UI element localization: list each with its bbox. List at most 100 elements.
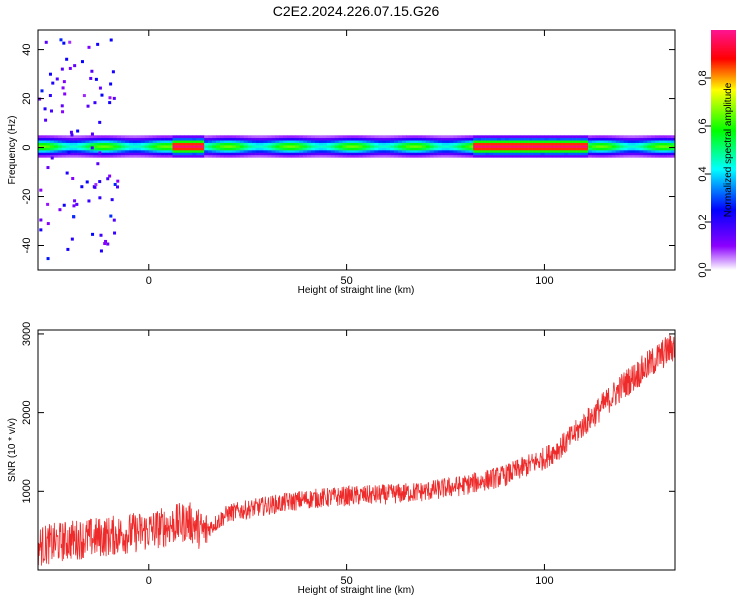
heatmap-cell	[60, 67, 64, 71]
heatmap-cell	[603, 137, 609, 141]
heatmap-cell	[425, 140, 430, 143]
heatmap-cell	[311, 135, 316, 139]
heatmap-cell	[402, 142, 407, 146]
heatmap-cell	[247, 152, 252, 156]
heatmap-cell	[85, 180, 89, 184]
heatmap-cell	[342, 142, 347, 146]
heatmap-cell	[108, 101, 112, 105]
heatmap-cell	[227, 140, 233, 143]
heatmap-cell	[413, 135, 419, 139]
heatmap-cell	[295, 137, 300, 141]
heatmap-cell	[548, 145, 553, 148]
heatmap-cell	[125, 135, 130, 139]
heatmap-cell	[125, 145, 130, 148]
heatmap-cell	[89, 150, 94, 153]
heatmap-cell	[532, 152, 537, 156]
heatmap-cell	[532, 145, 537, 148]
heatmap-cell	[603, 147, 609, 151]
heatmap-cell	[413, 150, 419, 153]
heatmap-cell	[184, 145, 189, 148]
heatmap-cell	[223, 154, 229, 158]
heatmap-cell	[44, 40, 48, 44]
heatmap-cell	[85, 152, 90, 156]
y-tick-label: -20	[21, 189, 33, 205]
heatmap-cell	[516, 152, 521, 156]
heatmap-cell	[235, 142, 241, 146]
heatmap-cell	[132, 154, 138, 158]
heatmap-cell	[101, 154, 106, 158]
snr-series-line	[38, 334, 675, 566]
heatmap-cell	[326, 135, 332, 139]
heatmap-cell	[496, 150, 502, 153]
heatmap-cell	[631, 147, 636, 151]
heatmap-cell	[433, 142, 438, 146]
heatmap-cell	[117, 135, 122, 139]
heatmap-cell	[117, 137, 122, 141]
heatmap-cell	[279, 154, 284, 158]
heatmap-cell	[580, 140, 585, 143]
heatmap-cell	[663, 135, 668, 139]
heatmap-cell	[465, 135, 470, 139]
heatmap-cell	[445, 150, 450, 153]
heatmap-cell	[275, 140, 280, 143]
heatmap-cell	[607, 135, 612, 139]
heatmap-cell	[98, 120, 102, 124]
heatmap-cell	[77, 142, 82, 146]
heatmap-cell	[223, 135, 229, 139]
heatmap-cell	[671, 154, 675, 158]
heatmap-cell	[651, 154, 656, 158]
heatmap-cell	[493, 154, 498, 158]
heatmap-cell	[354, 145, 359, 148]
heatmap-cell	[112, 96, 116, 100]
heatmap-cell	[402, 154, 407, 158]
heatmap-cell	[500, 142, 506, 146]
heatmap-cell	[362, 152, 367, 156]
heatmap-cell	[184, 135, 189, 139]
heatmap-cell	[560, 142, 565, 146]
heatmap-cell	[287, 140, 292, 143]
heatmap-cell	[370, 142, 375, 146]
heatmap-cell	[53, 152, 59, 156]
heatmap-cell	[398, 152, 403, 156]
heatmap-cell	[334, 142, 339, 146]
heatmap-cell	[172, 147, 177, 151]
heatmap-cell	[564, 135, 569, 139]
heatmap-cell	[50, 156, 54, 160]
heatmap-cell	[528, 145, 533, 148]
heatmap-cell	[587, 145, 593, 148]
heatmap-cell	[425, 150, 430, 153]
heatmap-cell	[496, 147, 502, 151]
heatmap-cell	[591, 137, 597, 141]
heatmap-cell	[382, 154, 387, 158]
heatmap-cell	[279, 142, 284, 146]
heatmap-cell	[121, 147, 126, 151]
heatmap-cell	[461, 140, 466, 143]
heatmap-cell	[413, 152, 419, 156]
heatmap-cell	[283, 140, 288, 143]
heatmap-cell	[85, 145, 90, 148]
heatmap-cell	[508, 140, 514, 143]
heatmap-cell	[61, 150, 66, 153]
heatmap-cell	[485, 135, 490, 139]
y-tick-label: 2000	[21, 400, 33, 424]
heatmap-cell	[374, 150, 379, 153]
heatmap-cell	[627, 137, 632, 141]
heatmap-cell	[231, 145, 237, 148]
x-tick-label: 100	[535, 275, 553, 287]
heatmap-cell	[212, 145, 217, 148]
heatmap-cell	[508, 152, 514, 156]
heatmap-cell	[318, 152, 324, 156]
heatmap-cell	[584, 147, 589, 151]
heatmap-cell	[172, 152, 177, 156]
heatmap-cell	[405, 135, 411, 139]
heatmap-cell	[453, 140, 458, 143]
heatmap-cell	[409, 150, 415, 153]
heatmap-cell	[99, 233, 103, 237]
heatmap-cell	[81, 145, 86, 148]
heatmap-cell	[160, 154, 165, 158]
heatmap-cell	[603, 145, 609, 148]
heatmap-cell	[121, 152, 126, 156]
heatmap-cell	[461, 154, 466, 158]
heatmap-cell	[220, 137, 225, 141]
